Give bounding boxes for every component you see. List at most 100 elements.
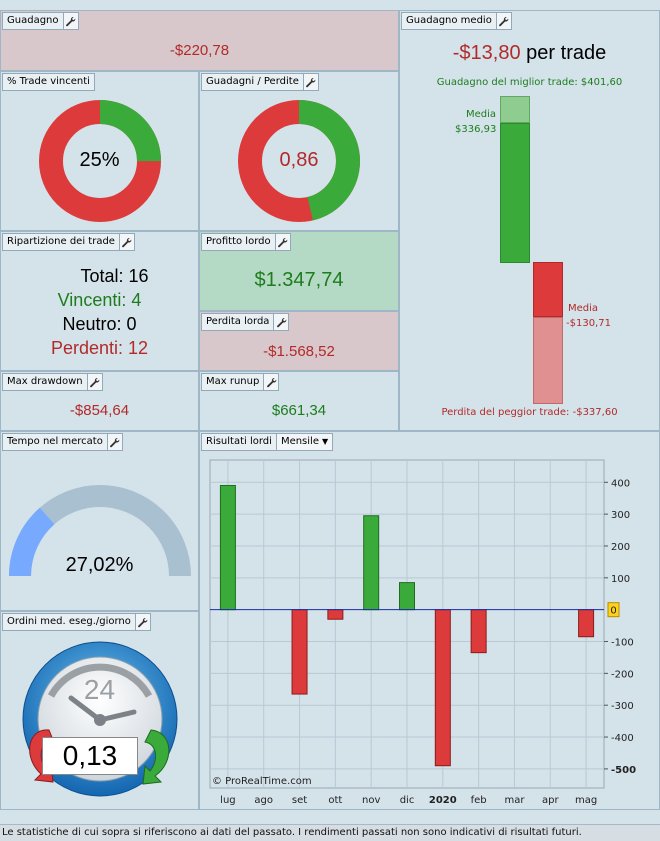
wrench-icon[interactable] xyxy=(106,434,122,450)
chart-grid xyxy=(209,459,605,789)
bar-dic xyxy=(399,582,415,611)
clock-number: 24 xyxy=(83,674,116,705)
max-drawdown-panel: Max drawdown -$854,64 xyxy=(0,371,199,431)
max-drawdown-value: -$854,64 xyxy=(69,402,130,419)
worst-trade-bar xyxy=(533,262,563,317)
avg-loss-value: -$130,71 xyxy=(566,318,611,329)
breakdown-total: Total: 16 xyxy=(80,266,149,286)
gross-loss-panel: Perdita lorda -$1.568,52 xyxy=(199,311,399,371)
wrench-icon[interactable] xyxy=(302,74,318,90)
breakdown-losers: Perdenti: 12 xyxy=(50,338,149,358)
chart-bars xyxy=(210,484,604,767)
bar-nov xyxy=(363,515,380,611)
time-in-market-panel: Tempo nel mercato 27,02% xyxy=(0,431,199,611)
avg-gain-header: Guadagno medio xyxy=(401,12,512,30)
period-select-value: Mensile xyxy=(280,436,319,447)
gain-panel-header: Guadagno xyxy=(2,12,79,30)
wrench-icon[interactable] xyxy=(134,614,150,630)
period-select[interactable]: Mensile ▼ xyxy=(275,434,333,450)
breakdown-list: Total: 16 Vincenti: 4 Neutro: 0 Perdenti… xyxy=(1,264,198,360)
gain-value: -$220,78 xyxy=(169,42,230,59)
avg-win-value: $336,93 xyxy=(455,124,497,135)
gross-profit-header: Profitto lordo xyxy=(201,233,291,251)
gross-loss-value: -$1.568,52 xyxy=(263,343,335,360)
footer-disclaimer: Le statistiche di cui sopra si riferisco… xyxy=(0,824,660,841)
bar-lug xyxy=(219,484,236,611)
y-tick-label: 300 xyxy=(611,510,630,521)
gain-loss-panel: Guadagni / Perdite 0,86 xyxy=(199,71,399,231)
x-tick-label: ott xyxy=(328,795,342,806)
gain-title: Guadagno xyxy=(7,15,59,26)
avg-gain-headline: -$13,80 per trade xyxy=(400,42,659,65)
max-runup-header: Max runup xyxy=(201,373,280,391)
gauge-fill xyxy=(9,507,55,577)
best-trade-bar xyxy=(500,123,530,263)
win-pct-value: 25% xyxy=(79,149,120,171)
y-tick-label: -300 xyxy=(611,701,634,712)
wrench-icon[interactable] xyxy=(62,13,78,29)
avg-gain-suffix: per trade xyxy=(526,42,607,64)
breakdown-title: Ripartizione dei trade xyxy=(7,236,115,247)
y-tick-label: -400 xyxy=(611,733,634,744)
breakdown-header: Ripartizione dei trade xyxy=(2,233,135,251)
breakdown-panel: Ripartizione dei trade Total: 16 Vincent… xyxy=(0,231,199,371)
zero-marker-label: 0 xyxy=(610,606,616,617)
win-pct-donut xyxy=(39,100,161,222)
y-tick-label: 400 xyxy=(611,478,630,489)
worst-trade-label: Perdita del peggior trade: -$337,60 xyxy=(441,407,618,418)
time-in-market-value: 27,02% xyxy=(65,554,134,576)
max-drawdown-header: Max drawdown xyxy=(2,373,103,391)
x-tick-label: lug xyxy=(220,795,235,806)
x-tick-label: feb xyxy=(471,795,487,806)
best-trade-label: Guadagno del miglior trade: $401,60 xyxy=(436,77,623,88)
chart-axes: 400 300 200 100 -100 -200 -300 -400 -500 lug ago se… xyxy=(212,478,636,806)
gross-profit-title: Profitto lordo xyxy=(206,236,271,247)
gross-results-panel: Risultati lordi Mensile ▼ 400 300 200 100 -1… xyxy=(199,431,660,810)
chevron-down-icon: ▼ xyxy=(321,437,329,446)
gross-profit-value: $1.347,74 xyxy=(254,269,344,291)
breakdown-winners: Vincenti: 4 xyxy=(57,290,142,310)
bar-set xyxy=(291,609,308,695)
wrench-icon[interactable] xyxy=(86,374,102,390)
wrench-icon[interactable] xyxy=(273,314,289,330)
gain-loss-value: 0,86 xyxy=(279,149,319,171)
wrench-icon[interactable] xyxy=(495,13,511,29)
donut-gain-arc xyxy=(238,100,360,222)
avg-gain-title: Guadagno medio xyxy=(406,15,492,26)
max-runup-value: $661,34 xyxy=(271,402,327,419)
avg-gain-panel: Guadagno medio -$13,80 per trade Guadagn… xyxy=(399,10,660,431)
max-drawdown-title: Max drawdown xyxy=(7,376,83,387)
bar-ott xyxy=(327,609,344,620)
wrench-icon[interactable] xyxy=(274,234,290,250)
orders-per-day-title: Ordini med. eseg./giorno xyxy=(7,616,131,627)
gross-results-header: Risultati lordi Mensile ▼ xyxy=(201,433,334,451)
best-trade-bar-light xyxy=(500,96,530,123)
wrench-icon[interactable] xyxy=(263,374,279,390)
orders-per-day-panel: Ordini med. eseg./giorno 24 0,13 xyxy=(0,611,199,810)
gross-profit-panel: Profitto lordo $1.347,74 xyxy=(199,231,399,311)
wrench-icon[interactable] xyxy=(118,234,134,250)
x-tick-label: apr xyxy=(542,795,559,806)
gross-loss-title: Perdita lorda xyxy=(206,316,270,327)
avg-win-label: Media xyxy=(466,109,497,120)
win-pct-panel: % Trade vincenti 25% xyxy=(0,71,199,231)
bar-mag xyxy=(578,609,595,638)
time-in-market-gauge xyxy=(9,485,191,577)
x-tick-label: dic xyxy=(400,795,415,806)
gain-loss-header: Guadagni / Perdite xyxy=(201,73,319,91)
orders-per-day-header: Ordini med. eseg./giorno xyxy=(2,613,151,631)
gross-results-title: Risultati lordi xyxy=(206,436,272,447)
gross-results-chart: 400 300 200 100 -100 -200 -300 -400 -500 lug ago se… xyxy=(209,459,636,806)
gain-loss-title: Guadagni / Perdite xyxy=(206,76,299,87)
y-tick-label: 200 xyxy=(611,542,630,553)
time-in-market-title: Tempo nel mercato xyxy=(7,436,103,447)
max-runup-panel: Max runup $661,34 xyxy=(199,371,399,431)
donut-win-arc xyxy=(39,100,161,222)
y-tick-label: -100 xyxy=(611,638,634,649)
bar-2020 xyxy=(434,609,451,767)
gain-loss-donut xyxy=(238,100,360,222)
avg-gain-value: -$13,80 xyxy=(452,42,521,64)
orders-per-day-value: 0,13 xyxy=(42,737,138,775)
gain-panel: Guadagno -$220,78 xyxy=(0,10,399,71)
x-tick-label: 2020 xyxy=(429,795,457,806)
